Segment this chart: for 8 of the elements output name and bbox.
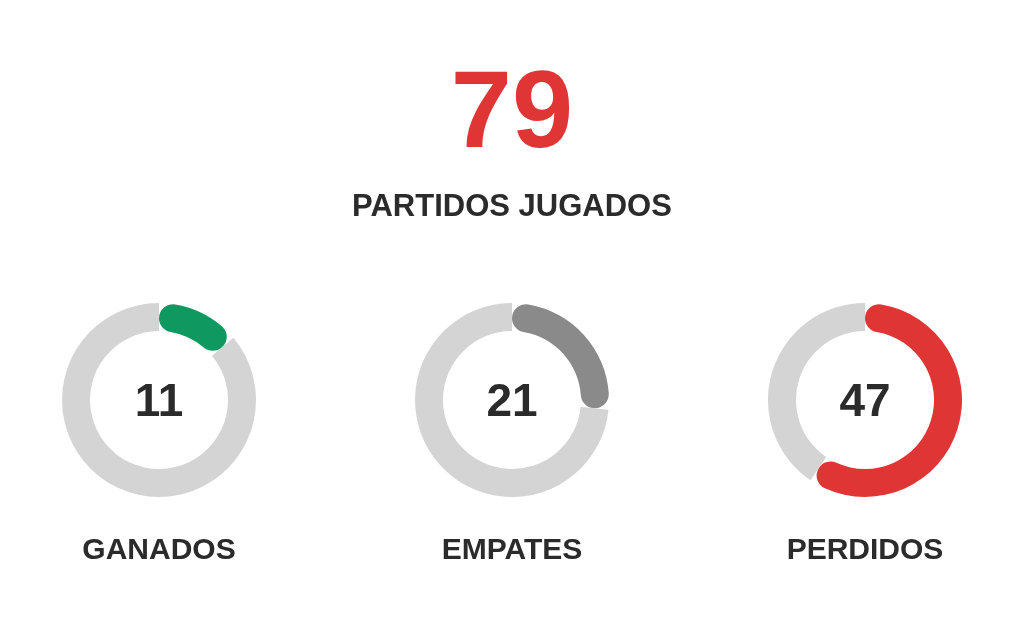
text: GANADOS bbox=[82, 531, 236, 565]
data-label: 21 bbox=[486, 374, 538, 426]
text: 79 bbox=[449, 47, 575, 170]
data-label: 47 bbox=[839, 374, 891, 426]
text: PERDIDOS bbox=[786, 531, 944, 565]
text: PARTIDOS JUGADOS bbox=[351, 188, 673, 223]
text: EMPATES bbox=[441, 531, 583, 565]
data-label: 11 bbox=[134, 374, 184, 426]
